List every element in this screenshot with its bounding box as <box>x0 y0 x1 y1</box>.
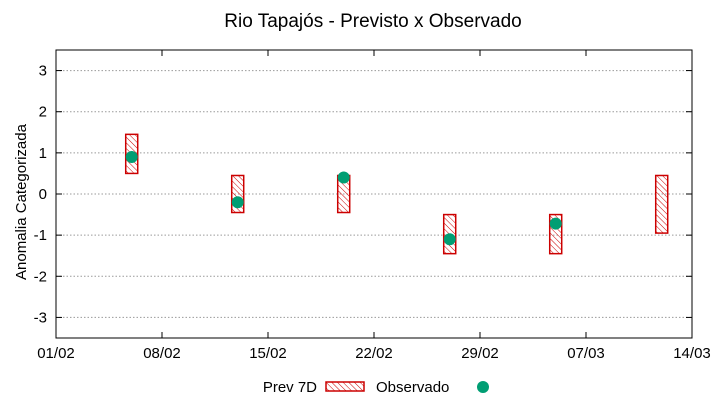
forecast-range-box <box>654 174 669 234</box>
y-tick-label: 2 <box>39 104 47 121</box>
x-tick-label: 07/03 <box>567 345 605 362</box>
y-tick-label: -3 <box>34 309 47 326</box>
y-axis-label: Anomalia Categorizada <box>13 123 30 280</box>
observed-point <box>125 150 138 163</box>
x-tick-label: 29/02 <box>461 345 499 362</box>
grid-lines <box>56 70 692 318</box>
y-tick-label: 1 <box>39 145 47 162</box>
observed-point <box>231 196 244 209</box>
y-tick-label: 3 <box>39 63 47 80</box>
y-axis-ticks: 3 2 1 0 -1 -2 -3 <box>34 63 692 326</box>
legend-label-prev-7d: Prev 7D <box>263 379 317 396</box>
legend-label-observado: Observado <box>376 379 449 396</box>
chart-title: Rio Tapajós - Previsto x Observado <box>224 11 521 32</box>
legend-marker-observado <box>477 381 489 393</box>
legend-swatch-prev-7d <box>325 381 365 392</box>
y-tick-label: -1 <box>34 227 47 244</box>
legend: Prev 7D Observado <box>263 379 489 396</box>
observed-point <box>443 233 456 246</box>
x-tick-label: 01/02 <box>37 345 75 362</box>
y-tick-label: -2 <box>34 268 47 285</box>
x-tick-label: 22/02 <box>355 345 393 362</box>
observed-point <box>549 217 562 230</box>
y-tick-label: 0 <box>39 186 47 203</box>
x-axis-ticks: 01/02 08/02 15/02 22/02 29/02 07/03 14/03 <box>37 50 711 362</box>
observed-point <box>337 171 350 184</box>
x-tick-label: 08/02 <box>143 345 181 362</box>
observed-points <box>125 150 562 246</box>
plot-border <box>55 49 693 339</box>
x-tick-label: 15/02 <box>249 345 287 362</box>
x-tick-label: 14/03 <box>673 345 711 362</box>
